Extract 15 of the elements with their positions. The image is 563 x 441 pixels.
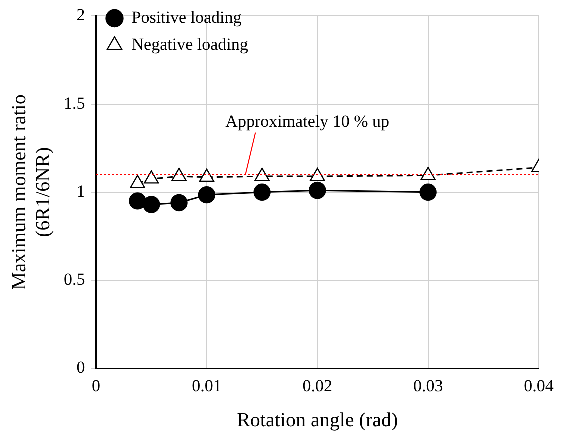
- x-tick-label: 0.01: [192, 376, 222, 396]
- x-tick-label: 0.02: [302, 376, 332, 396]
- x-axis-title: Rotation angle (rad): [237, 409, 398, 432]
- y-axis-title: Maximum moment ratio (6R1/6NR): [8, 94, 54, 290]
- y-tick-label: 1.5: [64, 94, 86, 113]
- x-tick-label: 0: [92, 376, 100, 396]
- x-tick-label: 0.04: [524, 376, 554, 396]
- x-tick-label: 0.03: [413, 376, 444, 396]
- y-tick-label: 2: [76, 6, 86, 25]
- y-tick-label: 1: [76, 182, 86, 201]
- annotation: Approximately 10 % up: [226, 112, 390, 131]
- legend-label: Positive loading: [132, 8, 242, 27]
- y-tick-label: 0: [76, 358, 86, 378]
- y-tick-label: 0.5: [64, 270, 86, 289]
- legend-label: Negative loading: [132, 34, 249, 54]
